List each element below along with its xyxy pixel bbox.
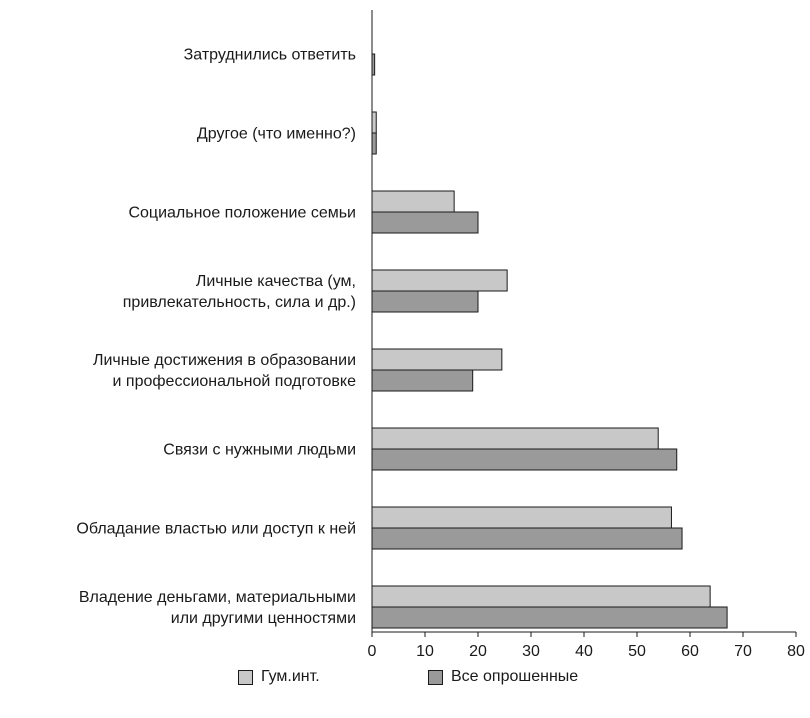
x-tick-label-4: 40 (575, 643, 593, 660)
category-label-4-line-0: Личные достижения в образовании (93, 352, 356, 369)
bar-series-1-cat-4 (371, 369, 474, 392)
bar-series-0-cat-5 (371, 427, 659, 450)
bars-group (371, 53, 728, 629)
x-tick-label-8: 80 (787, 643, 805, 660)
bar-chart: Затруднились ответить Другое (что именно?… (76, 10, 805, 660)
bar-series-1-cat-6 (371, 527, 683, 550)
x-tick-label-7: 70 (734, 643, 752, 660)
category-label-0-line-0: Затруднились ответить (184, 47, 356, 64)
category-label-4-line-1: и профессиональной подготовке (113, 373, 357, 390)
x-axis-ticks: 0 10 20 30 40 50 60 70 80 (368, 632, 805, 660)
legend-swatch-all-respondents (428, 669, 443, 685)
x-tick-label-0: 0 (368, 643, 377, 660)
bar-series-0-cat-7 (371, 585, 711, 608)
category-label-5-line-0: Связи с нужными людьми (163, 442, 356, 459)
x-tick-label-6: 60 (681, 643, 699, 660)
category-label-2-line-0: Социальное положение семьи (128, 205, 356, 222)
category-label-6-line-0: Обладание властью или доступ к ней (76, 521, 356, 538)
x-tick-label-2: 20 (469, 643, 487, 660)
category-labels: Затруднились ответить Другое (что именно?… (76, 47, 356, 628)
bar-series-0-cat-4 (371, 348, 503, 371)
bar-series-0-cat-2 (371, 190, 455, 213)
legend: Гум.инт. Все опрошенные (0, 668, 810, 698)
legend-item-gum-int: Гум.инт. (238, 668, 320, 686)
legend-label-all-respondents: Все опрошенные (451, 668, 579, 685)
category-label-3-line-0: Личные качества (ум, (196, 273, 356, 290)
category-label-7-line-0: Владение деньгами, материальными (79, 589, 356, 606)
bar-series-1-cat-3 (371, 290, 479, 313)
bar-series-1-cat-7 (371, 606, 728, 629)
legend-swatch-gum-int (238, 669, 253, 685)
bar-series-0-cat-3 (371, 269, 508, 292)
category-label-7-line-1: или другими ценностями (171, 610, 356, 627)
bar-series-0-cat-6 (371, 506, 672, 529)
category-label-1-line-0: Другое (что именно?) (197, 126, 356, 143)
legend-label-gum-int: Гум.инт. (261, 668, 320, 685)
x-tick-label-3: 30 (522, 643, 540, 660)
bar-series-1-cat-5 (371, 448, 678, 471)
x-tick-label-5: 50 (628, 643, 646, 660)
legend-item-all-respondents: Все опрошенные (428, 668, 578, 686)
bar-series-1-cat-1 (371, 132, 377, 155)
x-tick-label-1: 10 (416, 643, 434, 660)
category-label-3-line-1: привлекательность, сила и др.) (123, 294, 356, 311)
bar-series-0-cat-1 (371, 111, 377, 134)
bar-series-1-cat-2 (371, 211, 479, 234)
